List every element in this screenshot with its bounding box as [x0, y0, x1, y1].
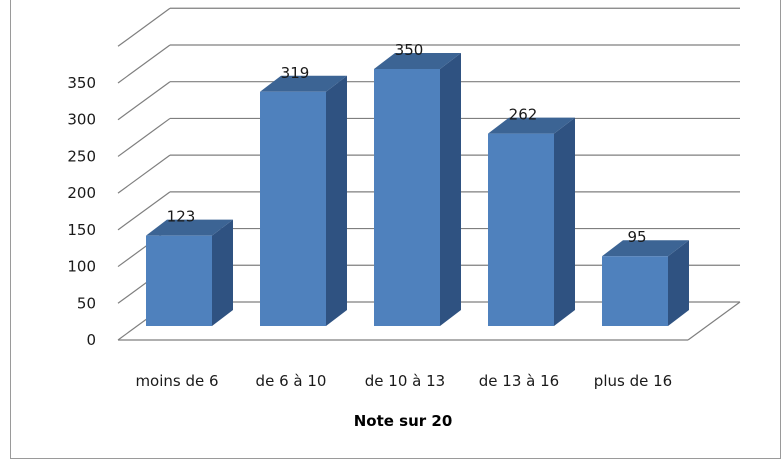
x-tick-label: plus de 16 [594, 372, 672, 390]
bar-top [374, 52, 461, 69]
y-tick-label: 350 [67, 74, 96, 92]
bar-side [440, 52, 461, 327]
bar-side [326, 75, 347, 326]
y-tick-label: 200 [67, 184, 96, 202]
bar [602, 256, 668, 326]
bar-top [146, 219, 233, 236]
x-tick-label: de 13 à 16 [479, 372, 559, 390]
bar-top [602, 240, 689, 257]
data-label: 95 [627, 228, 646, 246]
data-label: 319 [281, 64, 310, 82]
y-tick-label: 0 [86, 331, 96, 349]
bar-side [668, 240, 689, 326]
chart-frame [10, 0, 781, 459]
bar [488, 133, 554, 326]
gridline-side [117, 117, 171, 157]
x-tick-label: de 10 à 13 [365, 372, 445, 390]
gridline-side [117, 81, 171, 121]
gridline-side [117, 154, 171, 194]
x-tick-label: de 6 à 10 [256, 372, 327, 390]
x-tick-label: moins de 6 [135, 372, 218, 390]
y-tick-label: 150 [67, 221, 96, 239]
gridline-side [117, 191, 171, 231]
x-axis-title: Note sur 20 [354, 412, 453, 430]
gridline-side [117, 44, 171, 84]
bar [146, 235, 212, 326]
bar-side [212, 219, 233, 326]
y-tick-label: 300 [67, 111, 96, 129]
data-label: 262 [509, 106, 538, 124]
bar [374, 68, 440, 327]
y-tick-label: 100 [67, 258, 96, 276]
data-label: 350 [395, 41, 424, 59]
y-tick-label: 250 [67, 147, 96, 165]
floor-right-edge [687, 301, 741, 341]
bar-side [554, 117, 575, 326]
y-tick-label: 50 [77, 294, 96, 312]
bar-top [488, 117, 575, 134]
gridline-side [117, 7, 171, 47]
data-label: 123 [167, 208, 196, 226]
bar-top [260, 75, 347, 92]
bar [260, 91, 326, 326]
